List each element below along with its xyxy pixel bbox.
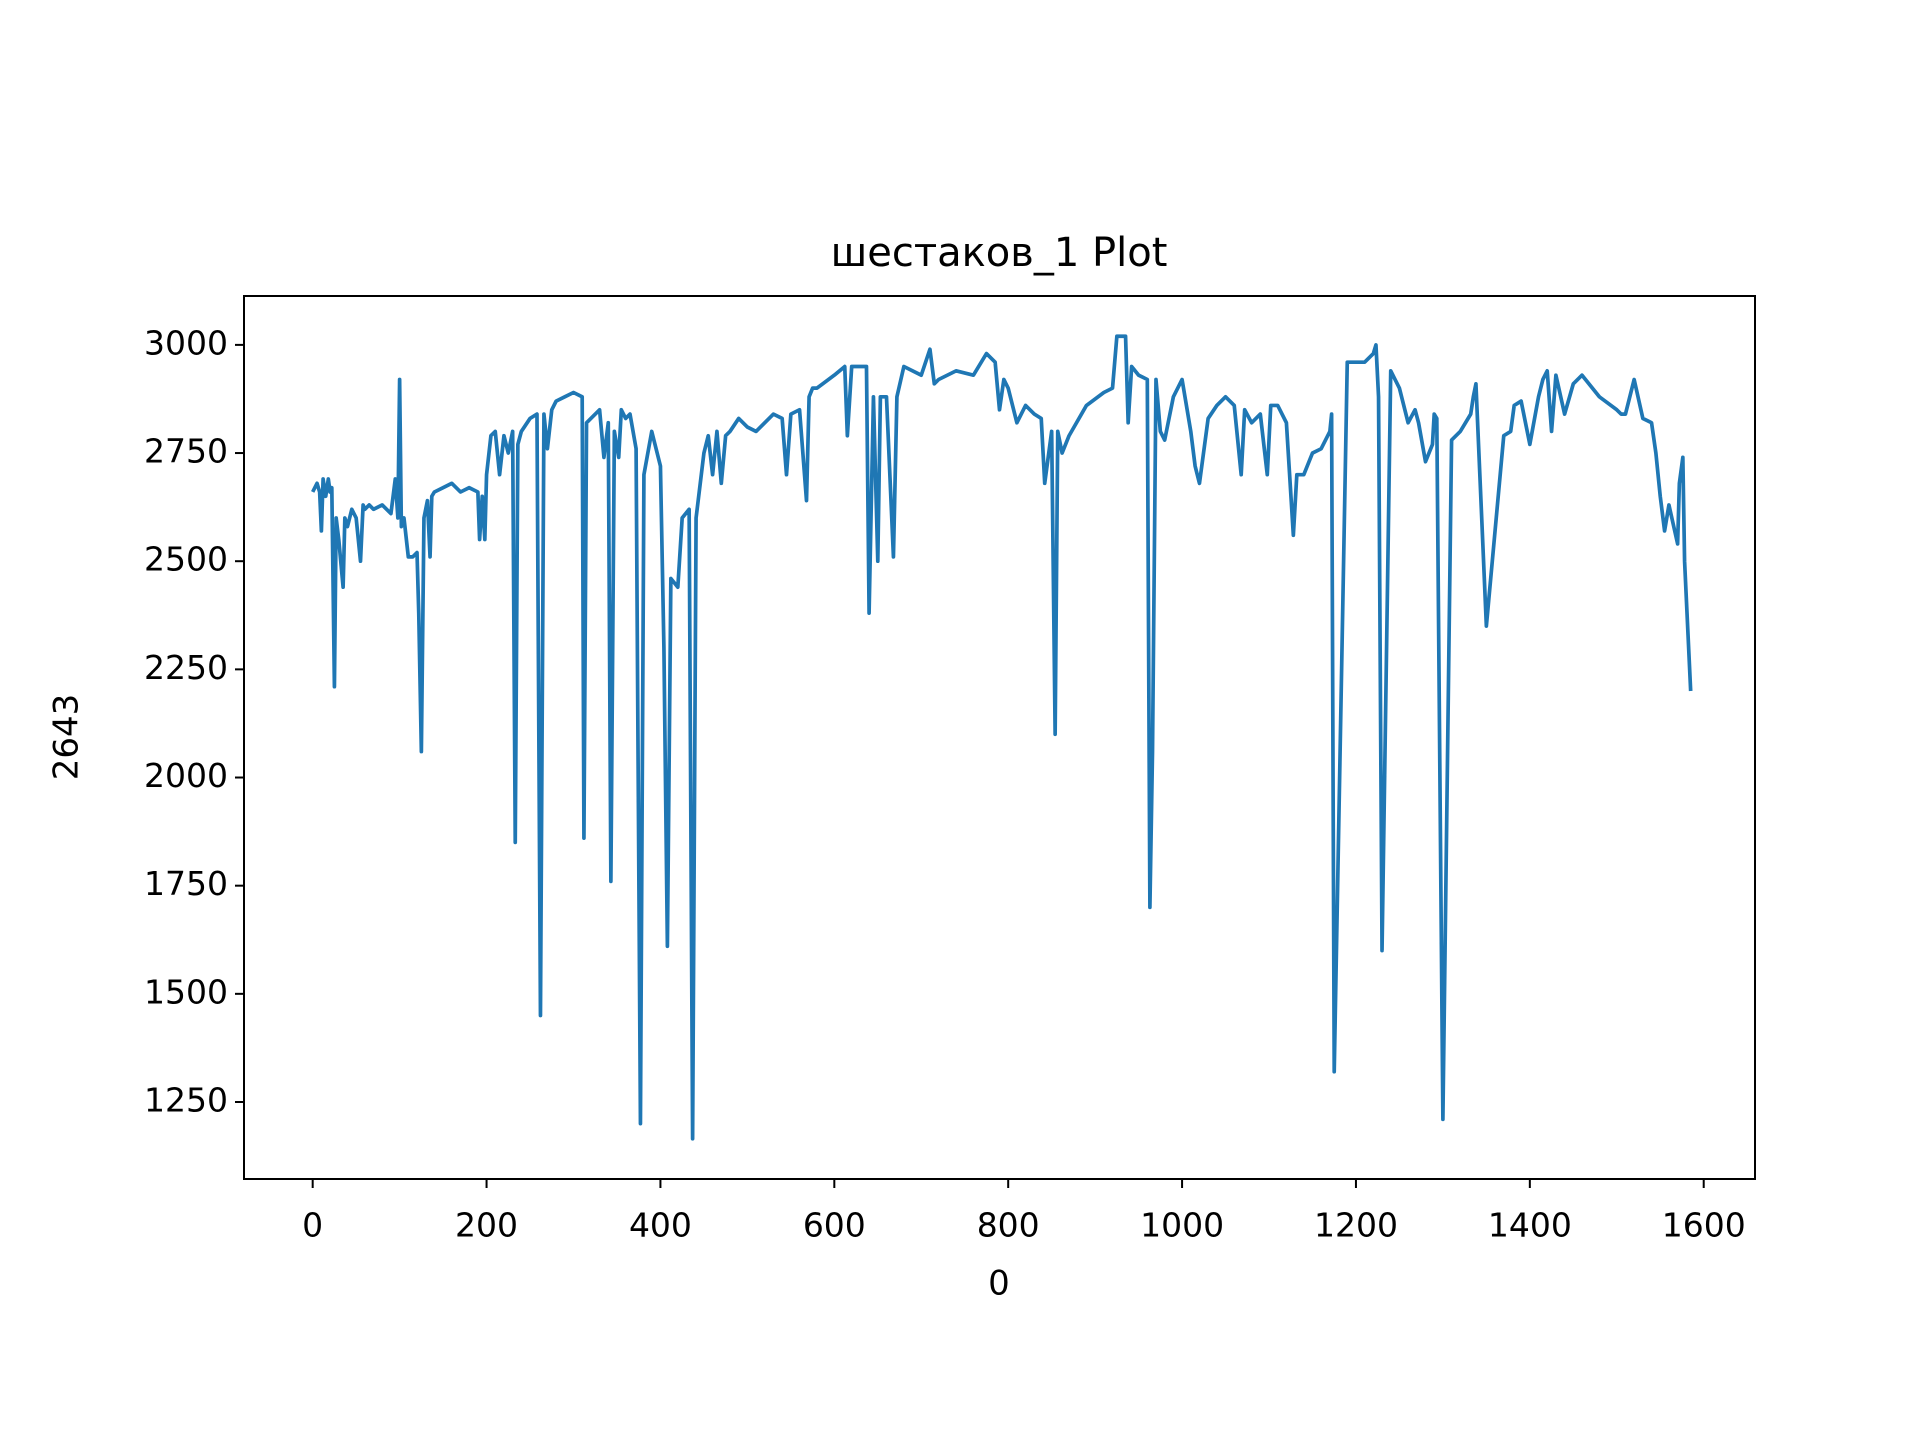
x-axis-label: 0: [988, 1264, 1010, 1304]
y-axis-label: 2643: [47, 694, 87, 781]
x-tick-label: 1200: [1314, 1206, 1398, 1245]
y-tick-label: 1500: [144, 972, 228, 1011]
x-tick-label: 600: [803, 1206, 866, 1245]
x-tick-label: 1400: [1488, 1206, 1572, 1245]
x-tick-label: 1600: [1662, 1206, 1746, 1245]
y-tick-label: 1250: [144, 1080, 228, 1119]
y-tick-label: 3000: [144, 323, 228, 362]
x-tick-label: 800: [977, 1206, 1040, 1245]
x-tick-label: 400: [629, 1206, 692, 1245]
x-tick-label: 0: [302, 1206, 323, 1245]
y-tick-label: 2500: [144, 540, 228, 579]
x-tick-label: 1000: [1140, 1206, 1224, 1245]
y-tick-label: 2000: [144, 756, 228, 795]
y-tick-label: 2250: [144, 648, 228, 687]
y-tick-label: 1750: [144, 864, 228, 903]
x-tick-label: 200: [455, 1206, 518, 1245]
chart-title: шестаков_1 Plot: [831, 230, 1168, 276]
data-line: [311, 334, 1693, 1141]
plot-frame: [243, 295, 1756, 1180]
y-tick-label: 2750: [144, 432, 228, 471]
